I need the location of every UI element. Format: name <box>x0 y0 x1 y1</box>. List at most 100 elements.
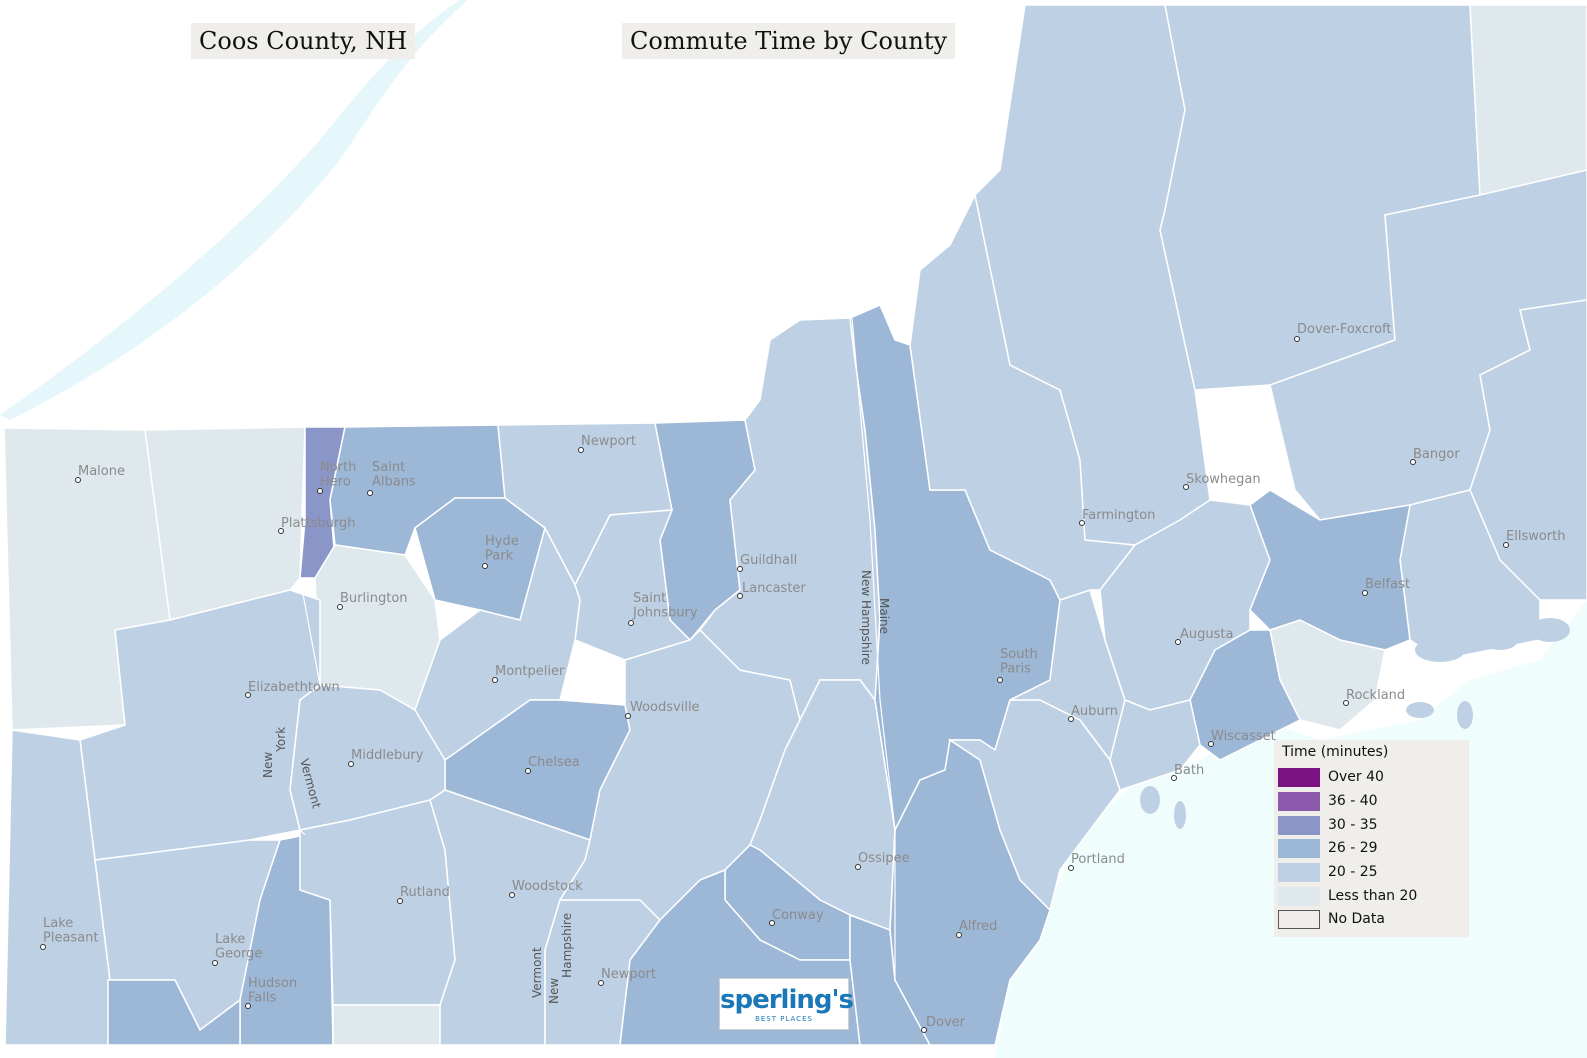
svg-text:Woodstock: Woodstock <box>512 879 583 894</box>
border-ny-vt <box>289 426 321 836</box>
legend-swatch <box>1278 838 1320 858</box>
city-malone: Malone <box>75 464 125 483</box>
city-ellsworth: Ellsworth <box>1503 529 1565 548</box>
legend-item: 36 - 40 <box>1278 791 1463 811</box>
city-markers: Malone Newport Plattsburgh North Hero Sai… <box>40 322 1565 1033</box>
legend-label: Less than 20 <box>1328 888 1418 904</box>
svg-text:Lancaster: Lancaster <box>742 581 806 596</box>
city-rutland: Rutland <box>397 885 450 904</box>
legend-swatch <box>1278 886 1320 906</box>
city-augusta: Augusta <box>1175 627 1233 645</box>
city-south-paris: South Paris <box>997 647 1038 683</box>
svg-text:Portland: Portland <box>1071 852 1125 867</box>
county-aroostook <box>1469 4 1587 196</box>
legend-swatch <box>1278 791 1320 811</box>
city-chelsea: Chelsea <box>525 755 580 774</box>
city-rockland: Rockland <box>1343 688 1405 706</box>
state-label-new-york: NewYork <box>261 727 288 778</box>
svg-text:Ossipee: Ossipee <box>858 851 910 866</box>
city-belfast: Belfast <box>1362 577 1410 596</box>
sperlings-logo[interactable]: sperling's BEST PLACES <box>719 978 854 1030</box>
city-newport-nh: Newport <box>598 967 656 986</box>
city-bangor: Bangor <box>1410 447 1460 465</box>
legend-item: Over 40 <box>1278 767 1463 787</box>
svg-text:Rutland: Rutland <box>400 885 450 900</box>
legend-swatch <box>1278 815 1320 835</box>
city-dover-foxcroft: Dover-Foxcroft <box>1294 322 1392 342</box>
svg-text:Belfast: Belfast <box>1365 577 1410 592</box>
svg-text:Dover: Dover <box>926 1015 966 1030</box>
legend-item: Less than 20 <box>1278 886 1463 906</box>
city-guildhall: Guildhall <box>737 553 797 572</box>
svg-text:Bath: Bath <box>1174 763 1204 778</box>
city-ossipee: Ossipee <box>855 851 910 870</box>
svg-text:Auburn: Auburn <box>1071 704 1118 719</box>
legend-item: 26 - 29 <box>1278 838 1463 858</box>
city-plattsburgh: Plattsburgh <box>278 516 355 534</box>
border-nh-me <box>851 317 896 980</box>
city-dover: Dover <box>921 1015 966 1033</box>
svg-text:Middlebury: Middlebury <box>351 748 424 763</box>
svg-text:Guildhall: Guildhall <box>740 553 797 568</box>
legend-item: No Data <box>1278 909 1463 929</box>
svg-text:Chelsea: Chelsea <box>528 755 580 770</box>
legend-title: Time (minutes) <box>1282 744 1389 760</box>
region-title: Coos County, NH <box>191 23 416 59</box>
city-skowhegan: Skowhegan <box>1183 472 1261 490</box>
legend-label: 36 - 40 <box>1328 793 1378 809</box>
legend-label: Over 40 <box>1328 769 1384 785</box>
svg-text:Montpelier: Montpelier <box>495 664 565 679</box>
city-woodsville: Woodsville <box>625 700 700 719</box>
svg-text:Augusta: Augusta <box>1180 627 1233 642</box>
svg-text:Ellsworth: Ellsworth <box>1506 529 1565 544</box>
city-saint-johnsbury: Saint Johnsbury <box>628 591 698 626</box>
city-newport-vt: Newport <box>578 434 636 453</box>
city-conway: Conway <box>769 908 824 926</box>
city-lake-george: Lake George <box>212 932 262 966</box>
city-farmington: Farmington <box>1079 508 1155 526</box>
svg-text:Newport: Newport <box>581 434 636 449</box>
city-alfred: Alfred <box>956 919 997 938</box>
svg-text:Alfred: Alfred <box>959 919 997 934</box>
svg-text:Wiscasset: Wiscasset <box>1211 729 1276 744</box>
city-woodstock: Woodstock <box>509 879 583 898</box>
state-label-vermont-south: Vermont <box>530 947 544 998</box>
coastal-islands <box>1140 618 1570 829</box>
city-elizabethtown: Elizabethtown <box>245 680 340 698</box>
legend-item: 20 - 25 <box>1278 862 1463 882</box>
county-saratoga-ny <box>107 979 241 1046</box>
county-somerset <box>974 4 1211 546</box>
state-label-maine: Maine <box>877 598 891 634</box>
legend-label: 20 - 25 <box>1328 864 1378 880</box>
svg-text:Burlington: Burlington <box>340 591 408 606</box>
city-lake-pleasant: Lake Pleasant <box>40 916 99 950</box>
city-lancaster: Lancaster <box>737 581 806 599</box>
legend-label: 26 - 29 <box>1328 840 1378 856</box>
map-title: Commute Time by County <box>622 23 956 59</box>
legend-swatch <box>1278 767 1320 787</box>
county-bennington <box>332 1004 441 1046</box>
county-sagadahoc <box>1109 698 1201 791</box>
county-clinton-ny <box>144 426 306 621</box>
city-bath: Bath <box>1171 763 1204 781</box>
svg-text:Woodsville: Woodsville <box>630 700 700 715</box>
state-label-new-hampshire-south: NewHampshire <box>547 913 574 1004</box>
city-hudson-falls: Hudson Falls <box>245 976 297 1009</box>
city-saint-albans: Saint Albans <box>367 460 416 496</box>
legend-item: 30 - 35 <box>1278 815 1463 835</box>
city-hyde-park: Hyde Park <box>482 534 519 569</box>
svg-text:Farmington: Farmington <box>1082 508 1155 523</box>
svg-text:Conway: Conway <box>772 908 824 923</box>
city-north-hero: North Hero <box>317 460 356 494</box>
city-portland: Portland <box>1068 852 1125 871</box>
river <box>0 0 468 420</box>
svg-text:Malone: Malone <box>78 464 125 479</box>
state-label-new-hampshire-north: New Hampshire <box>859 570 873 665</box>
